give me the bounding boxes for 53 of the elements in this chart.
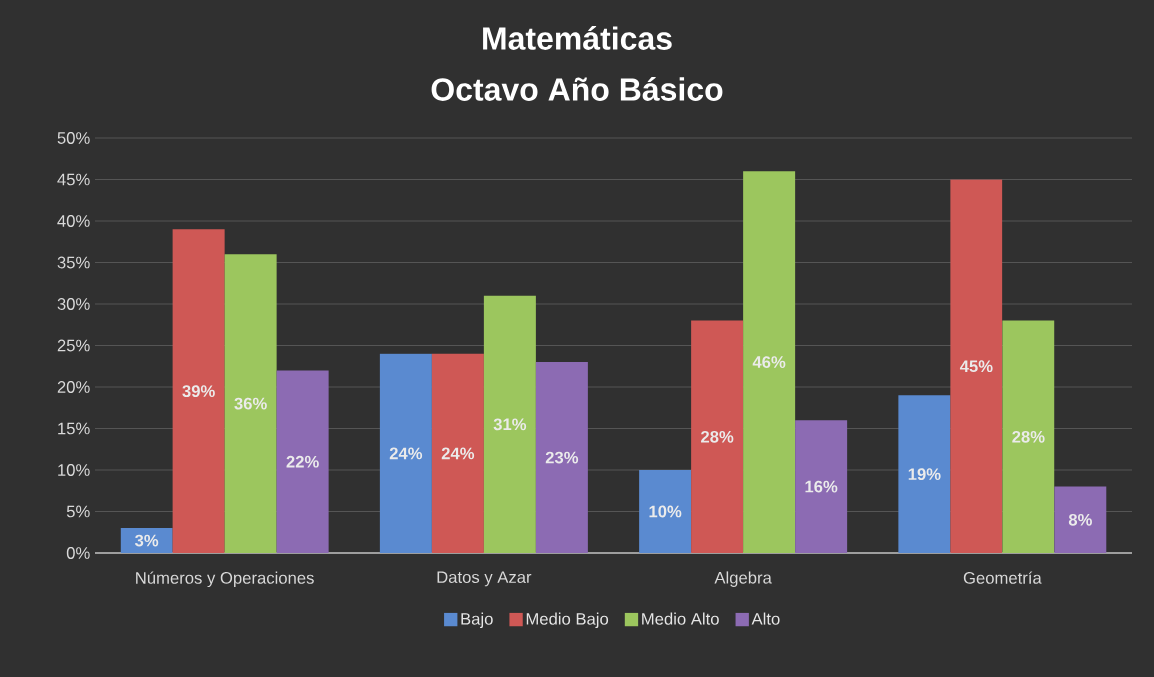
data-label: 24% bbox=[389, 447, 423, 460]
bar bbox=[1002, 320, 1055, 553]
bar bbox=[224, 254, 277, 553]
data-label: 24% bbox=[441, 447, 475, 460]
bar bbox=[743, 171, 796, 553]
bar bbox=[276, 370, 329, 553]
bar bbox=[1054, 486, 1107, 553]
legend-label: Bajo bbox=[461, 612, 493, 629]
data-label: 28% bbox=[701, 430, 734, 443]
x-tick-label: Números y Operaciones bbox=[136, 571, 314, 588]
bar bbox=[639, 469, 692, 553]
data-label: 16% bbox=[805, 480, 838, 493]
bar bbox=[950, 179, 1003, 553]
bar bbox=[172, 229, 225, 553]
data-label: 10% bbox=[649, 505, 682, 518]
data-label: 3% bbox=[134, 534, 159, 547]
data-label: 36% bbox=[234, 397, 267, 410]
data-label: 31% bbox=[493, 418, 527, 431]
y-tick-label: 25% bbox=[57, 339, 90, 352]
data-label: 22% bbox=[286, 455, 319, 468]
y-tick-label: 0% bbox=[66, 547, 90, 559]
bar bbox=[431, 353, 484, 553]
legend-label: Alto bbox=[751, 612, 780, 625]
data-label: 45% bbox=[959, 360, 993, 373]
bar bbox=[691, 320, 744, 553]
y-tick-label: 15% bbox=[58, 422, 90, 435]
y-tick-label: 40% bbox=[57, 215, 90, 227]
bar bbox=[483, 295, 536, 553]
chart-subtitle: Octavo Año Básico bbox=[431, 77, 723, 101]
data-label: 8% bbox=[1068, 513, 1092, 526]
x-tick-label: Geometría bbox=[963, 571, 1042, 584]
bar bbox=[535, 362, 588, 553]
bar bbox=[795, 420, 848, 553]
y-tick-label: 10% bbox=[58, 464, 90, 476]
y-tick-label: 50% bbox=[57, 132, 90, 144]
data-label: 39% bbox=[182, 385, 215, 398]
data-label: 46% bbox=[752, 356, 786, 368]
y-tick-label: 35% bbox=[57, 256, 90, 269]
data-label: 28% bbox=[1012, 430, 1045, 443]
y-tick-label: 20% bbox=[57, 381, 90, 393]
y-tick-label: 30% bbox=[57, 298, 90, 310]
bar bbox=[379, 353, 432, 553]
y-tick-label: 45% bbox=[57, 173, 90, 186]
legend-label: Medio Bajo bbox=[526, 612, 609, 629]
data-label: 23% bbox=[545, 451, 579, 464]
chart-title: Matemáticas bbox=[483, 26, 672, 50]
x-tick-label: Algebra bbox=[714, 571, 772, 587]
x-tick-label: Datos y Azar bbox=[437, 571, 532, 587]
bar bbox=[898, 395, 951, 553]
legend-label: Medio Alto bbox=[642, 612, 719, 625]
y-tick-label: 5% bbox=[66, 505, 90, 518]
data-label: 19% bbox=[908, 468, 941, 481]
bar bbox=[120, 528, 173, 553]
